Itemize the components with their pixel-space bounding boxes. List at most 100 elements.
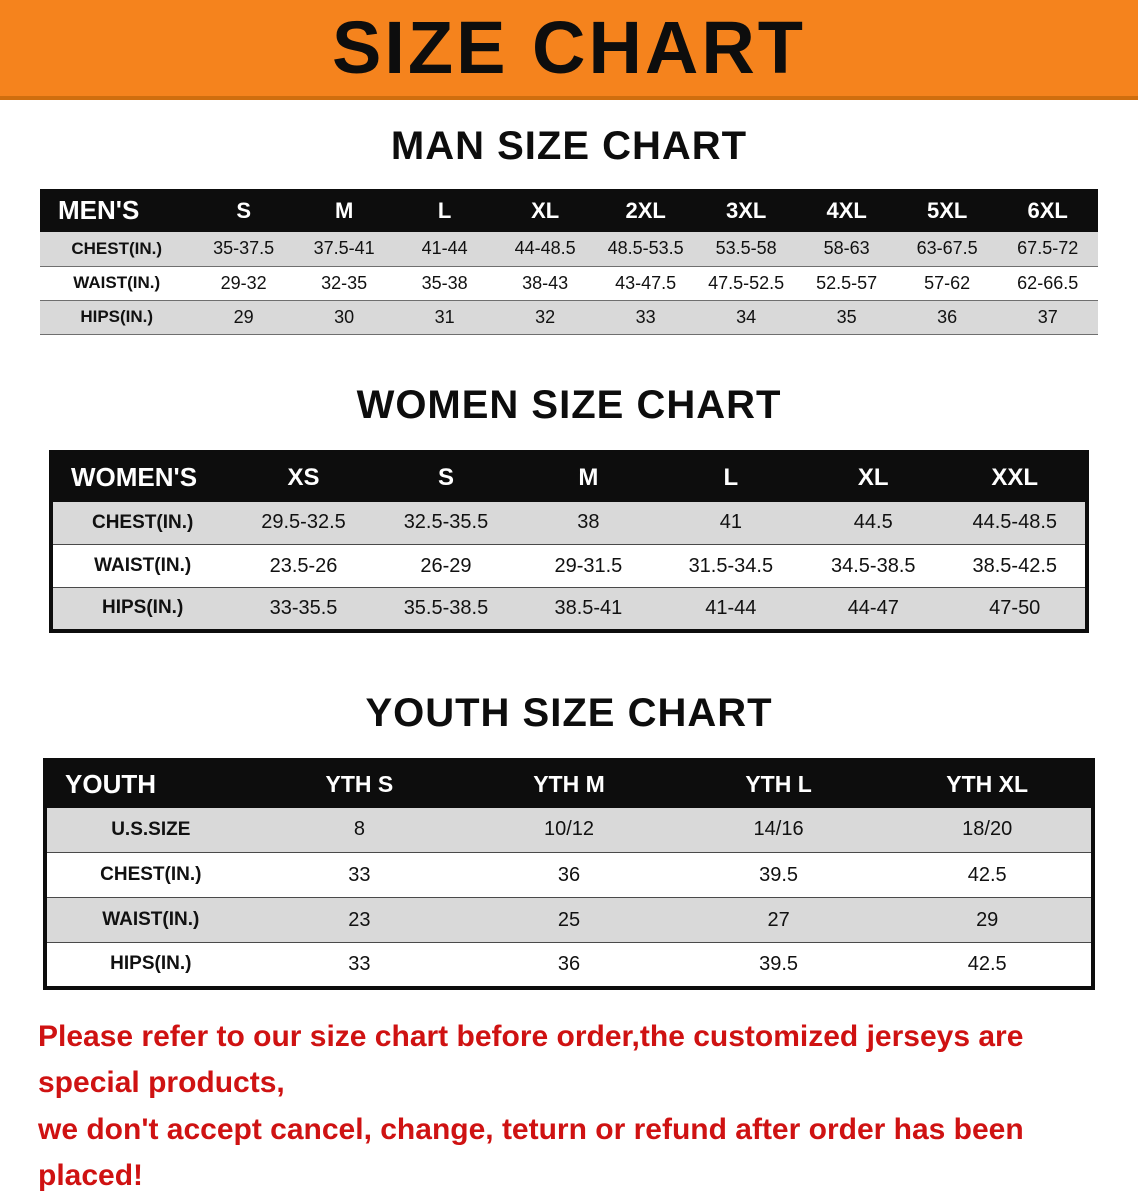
value-cell: 44.5 bbox=[853, 511, 893, 534]
men-size-table: MEN'S S M L XL 2XL 3XL 4XL 5XL 6XL CHEST(IN.) 35-3… bbox=[40, 189, 1098, 335]
disclaimer-line-1: Please refer to our size chart before or… bbox=[38, 1019, 1024, 1100]
row-label-cell: WAIST(IN.) bbox=[73, 273, 161, 292]
value-cell: 41-44 bbox=[421, 238, 468, 259]
men-table-body: CHEST(IN.) 35-37.5 37.5-41 41-44 44-48.5 48.5… bbox=[40, 232, 1098, 334]
row-label-cell: HIPS(IN.) bbox=[80, 307, 154, 326]
row-label-cell: CHEST(IN.) bbox=[71, 238, 163, 258]
size-header-cell: 3XL bbox=[695, 189, 797, 232]
value-cell: 32.5-35.5 bbox=[403, 511, 489, 534]
size-chart-banner: SIZE CHART bbox=[0, 0, 1138, 100]
size-header-cell: 6XL bbox=[997, 189, 1098, 232]
table-row: WAIST(IN.) 23 25 27 29 bbox=[45, 897, 1093, 943]
size-header-cell: S bbox=[374, 451, 518, 502]
value-cell: 10/12 bbox=[543, 818, 595, 841]
row-label-cell: CHEST(IN.) bbox=[100, 864, 202, 885]
youth-size-section: YOUTH SIZE CHART YOUTH YTH S YTH M YTH L YTH… bbox=[0, 691, 1138, 990]
row-label-cell: U.S.SIZE bbox=[111, 818, 191, 840]
women-size-section: WOMEN SIZE CHART WOMEN'S XS S M L XL XXL CHEST… bbox=[0, 383, 1138, 633]
value-cell: 25 bbox=[557, 908, 581, 931]
size-header-cell: XL bbox=[802, 451, 945, 502]
value-cell: 18/20 bbox=[962, 818, 1013, 841]
value-cell: 67.5-72 bbox=[1017, 238, 1079, 259]
table-row: U.S.SIZE 8 10/12 14/16 18/20 bbox=[45, 807, 1093, 853]
table-row: HIPS(IN.) 33 36 39.5 42.5 bbox=[45, 942, 1093, 988]
value-cell: 27 bbox=[767, 908, 790, 931]
value-cell: 29 bbox=[233, 306, 254, 327]
size-header-cell: YTH L bbox=[673, 759, 884, 808]
value-cell: 35.5-38.5 bbox=[403, 596, 489, 619]
value-cell: 34 bbox=[736, 306, 757, 327]
value-cell: 38.5-42.5 bbox=[972, 554, 1057, 577]
youth-header-row: YOUTH YTH S YTH M YTH L YTH XL bbox=[45, 759, 1093, 808]
size-header-cell: XS bbox=[232, 451, 375, 502]
table-row: CHEST(IN.) 35-37.5 37.5-41 41-44 44-48.5 48.5… bbox=[40, 232, 1098, 266]
women-size-table: WOMEN'S XS S M L XL XXL CHEST(IN.) 29.5-32.5 32.… bbox=[49, 449, 1089, 633]
value-cell: 48.5-53.5 bbox=[607, 238, 684, 259]
value-cell: 43-47.5 bbox=[615, 272, 677, 293]
size-header-cell: L bbox=[659, 451, 803, 502]
youth-table-body: U.S.SIZE 8 10/12 14/16 18/20 CHEST(IN.) 33 36 39… bbox=[45, 807, 1093, 988]
value-cell: 33-35.5 bbox=[269, 596, 338, 619]
value-cell: 33 bbox=[348, 952, 371, 975]
value-cell: 29-31.5 bbox=[554, 554, 623, 577]
value-cell: 35-38 bbox=[421, 272, 468, 293]
man-section-heading: MAN SIZE CHART bbox=[390, 124, 748, 168]
size-header-cell: 2XL bbox=[595, 189, 696, 232]
size-header-cell: 5XL bbox=[896, 189, 998, 232]
value-cell: 44.5-48.5 bbox=[972, 511, 1057, 534]
value-cell: 44-47 bbox=[847, 596, 899, 619]
value-cell: 37.5-41 bbox=[313, 238, 375, 259]
value-cell: 42.5 bbox=[967, 952, 1007, 975]
size-header-cell: S bbox=[193, 189, 294, 232]
value-cell: 34.5-38.5 bbox=[831, 554, 916, 577]
value-cell: 38-43 bbox=[522, 272, 569, 293]
row-label-cell: WAIST(IN.) bbox=[94, 555, 192, 576]
youth-size-table: YOUTH YTH S YTH M YTH L YTH XL U.S.SIZE 8 10/1… bbox=[43, 757, 1095, 990]
table-row: WAIST(IN.) 23.5-26 26-29 29-31.5 31.5-34.5 34… bbox=[51, 544, 1087, 588]
size-header-cell: YTH S bbox=[254, 759, 465, 808]
size-header-cell: YTH XL bbox=[883, 759, 1093, 808]
table-row: CHEST(IN.) 29.5-32.5 32.5-35.5 38 41 44.5 44.5… bbox=[51, 501, 1087, 545]
value-cell: 58-63 bbox=[823, 238, 870, 259]
value-cell: 52.5-57 bbox=[816, 272, 878, 293]
value-cell: 36 bbox=[557, 952, 581, 975]
value-cell: 62-66.5 bbox=[1017, 272, 1079, 293]
youth-section-heading: YOUTH SIZE CHART bbox=[365, 690, 773, 735]
row-label-cell: CHEST(IN.) bbox=[91, 511, 194, 533]
value-cell: 29-32 bbox=[220, 272, 267, 293]
table-row: HIPS(IN.) 29 30 31 32 33 34 35 36 37 bbox=[40, 300, 1098, 334]
value-cell: 29.5-32.5 bbox=[261, 511, 346, 534]
table-row: CHEST(IN.) 33 36 39.5 42.5 bbox=[45, 852, 1093, 898]
value-cell: 32-35 bbox=[321, 272, 368, 293]
value-cell: 38 bbox=[577, 511, 600, 534]
size-header-cell: XXL bbox=[944, 451, 1087, 502]
size-header-cell: M bbox=[517, 451, 660, 502]
value-cell: 63-67.5 bbox=[916, 238, 978, 259]
value-cell: 14/16 bbox=[753, 818, 804, 841]
value-cell: 39.5 bbox=[759, 863, 799, 886]
value-cell: 32 bbox=[535, 306, 556, 327]
value-cell: 53.5-58 bbox=[715, 238, 777, 259]
value-cell: 30 bbox=[334, 306, 355, 327]
row-label-cell: WAIST(IN.) bbox=[102, 909, 200, 930]
size-header-cell: YTH M bbox=[464, 759, 674, 808]
women-section-heading: WOMEN SIZE CHART bbox=[356, 382, 782, 427]
value-cell: 41-44 bbox=[705, 596, 757, 619]
row-label-cell: HIPS(IN.) bbox=[110, 953, 192, 975]
man-size-section: MAN SIZE CHART MEN'S S M L XL 2XL 3XL 4XL 5XL 6XL… bbox=[0, 124, 1138, 335]
women-header-row: WOMEN'S XS S M L XL XXL bbox=[51, 451, 1087, 502]
value-cell: 38.5-41 bbox=[554, 596, 623, 619]
value-cell: 33 bbox=[348, 863, 371, 886]
banner-title: SIZE CHART bbox=[332, 6, 806, 89]
value-cell: 23 bbox=[348, 908, 371, 931]
value-cell: 41 bbox=[719, 511, 742, 534]
value-cell: 26-29 bbox=[420, 554, 472, 577]
row-label-cell: HIPS(IN.) bbox=[102, 597, 184, 619]
value-cell: 57-62 bbox=[924, 272, 971, 293]
value-cell: 35 bbox=[836, 306, 857, 327]
table-title-cell: YOUTH bbox=[45, 759, 255, 808]
value-cell: 35-37.5 bbox=[213, 238, 275, 259]
disclaimer: Please refer to our size chart before or… bbox=[0, 990, 1138, 1200]
value-cell: 36 bbox=[937, 306, 958, 327]
